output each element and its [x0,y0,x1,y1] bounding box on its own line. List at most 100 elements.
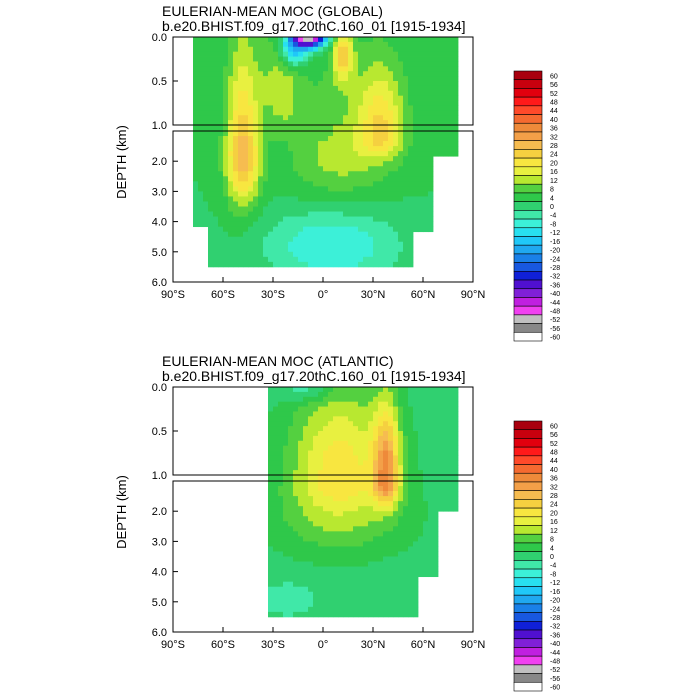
heatmap-cell [383,440,389,447]
heatmap-cell [383,586,389,593]
heatmap-cell [448,61,454,67]
heatmap-cell [193,90,199,97]
heatmap-cell [323,571,329,578]
heatmap-cell [428,516,434,522]
heatmap-cell [288,246,294,253]
heatmap-cell [278,596,284,603]
heatmap-cell [238,46,244,53]
heatmap-cell [393,601,399,608]
heatmap-cell [228,181,234,187]
heatmap-cell [368,435,374,442]
heatmap-cell [283,120,289,126]
heatmap-cell [448,46,454,53]
heatmap-cell [273,181,279,187]
heatmap-cell [378,470,384,476]
heatmap-cell [453,81,459,87]
heatmap-cell [408,66,414,72]
heatmap-cell [318,231,324,238]
heatmap-cell [208,141,214,147]
heatmap-cell [408,396,414,403]
heatmap-cell [378,596,384,603]
heatmap-cell [408,596,414,603]
heatmap-cell [313,201,319,207]
heatmap-cell [303,206,309,212]
heatmap-cell [383,526,389,532]
heatmap-cell [363,546,369,552]
heatmap-cell [423,541,429,547]
heatmap-cell [373,536,379,542]
heatmap-cell [328,556,334,562]
heatmap-cell [403,571,409,578]
heatmap-cell [253,141,259,147]
heatmap-cell [418,41,424,48]
heatmap-cell [263,120,269,126]
heatmap-cell [338,56,344,62]
heatmap-cell [353,171,359,177]
heatmap-cell [388,37,394,43]
heatmap-cell [283,387,289,393]
heatmap-cell [348,141,354,147]
heatmap-cell [208,110,214,116]
heatmap-cell [263,221,269,228]
heatmap-cell [288,526,294,532]
heatmap-cell [293,226,299,233]
x-tick-label: 30°N [361,289,386,301]
heatmap-cell [268,601,274,608]
colorbar-label: -36 [550,282,560,289]
heatmap-cell [298,66,304,72]
heatmap-cell [283,191,289,197]
chart-title: EULERIAN-MEAN MOC (GLOBAL) [162,3,383,19]
heatmap-cell [418,95,424,101]
heatmap-cell [193,166,199,172]
heatmap-cell [423,566,429,572]
heatmap-cell [278,586,284,593]
heatmap-cell [443,141,449,147]
heatmap-cell [278,211,284,217]
heatmap-cell [393,546,399,552]
heatmap-cell [313,161,319,167]
heatmap-cell [398,556,404,562]
heatmap-cell [323,236,329,243]
heatmap-cell [373,191,379,197]
heatmap-cell [343,606,349,613]
heatmap-cell [353,506,359,512]
heatmap-cell [298,566,304,572]
heatmap-cell [393,401,399,407]
heatmap-cell [443,41,449,48]
heatmap-cell [308,66,314,72]
heatmap-cell [418,445,424,451]
heatmap-cell [288,51,294,57]
heatmap-cell [368,66,374,72]
heatmap-cell [358,566,364,572]
heatmap-cell [413,460,419,466]
heatmap-cell [328,536,334,542]
heatmap-cell [323,191,329,197]
heatmap-cell [328,256,334,263]
heatmap-cell [383,206,389,212]
heatmap-cell [298,486,304,492]
heatmap-cell [383,146,389,152]
heatmap-cell [323,216,329,222]
heatmap-cell [333,511,339,517]
colorbar-swatch [513,149,543,159]
heatmap-cell [293,251,299,258]
heatmap-cell [263,176,269,182]
heatmap-cell [383,236,389,243]
heatmap-cell [373,37,379,43]
heatmap-cell [343,100,349,106]
heatmap-cell [398,161,404,167]
heatmap-cell [418,516,424,522]
heatmap-cell [313,591,319,598]
heatmap-cell [193,81,199,87]
heatmap-cell [338,37,344,43]
heatmap-cell [203,206,209,212]
heatmap-cell [203,95,209,101]
heatmap-cell [398,156,404,162]
heatmap-cell [263,231,269,238]
heatmap-cell [313,41,319,48]
heatmap-cell [263,110,269,116]
heatmap-cell [368,596,374,603]
heatmap-cell [433,115,439,121]
heatmap-cell [253,216,259,222]
heatmap-cell [323,450,329,456]
